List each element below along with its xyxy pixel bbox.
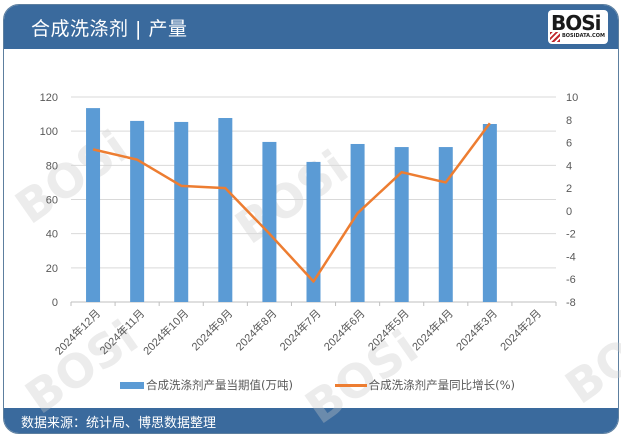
x-axis-label: 2024年3月 — [453, 306, 500, 353]
footer-bar: 数据来源：统计局、博思数据整理 — [4, 408, 618, 433]
right-axis-tick: -4 — [566, 251, 576, 263]
right-axis-tick: 6 — [566, 138, 572, 150]
legend-bar-label: 合成洗涤剂产量当期值(万吨) — [146, 378, 293, 392]
logo-stripe-icon — [550, 32, 560, 42]
right-axis-tick: -2 — [566, 229, 576, 241]
right-axis-tick: -8 — [566, 297, 576, 309]
bar — [438, 147, 453, 302]
logo-text: BOSi — [551, 11, 602, 35]
x-axis-label: 2024年4月 — [409, 306, 456, 353]
right-axis-tick: 4 — [566, 160, 572, 172]
right-axis-tick: 8 — [566, 115, 572, 127]
left-axis-tick: 120 — [40, 92, 58, 104]
left-axis-tick: 40 — [46, 229, 58, 241]
bar-swatch-icon — [120, 382, 144, 389]
x-axis-label: 2024年7月 — [277, 306, 324, 353]
x-axis-label: 2024年8月 — [232, 306, 279, 353]
legend-item-bar: 合成洗涤剂产量当期值(万吨) — [120, 377, 293, 393]
right-axis-tick: 10 — [566, 92, 578, 104]
left-axis-tick: 20 — [46, 263, 58, 275]
page-title: 合成洗涤剂 | 产量 — [31, 18, 188, 40]
bar — [262, 141, 277, 302]
x-axis-label: 2024年9月 — [188, 306, 235, 353]
bar — [86, 108, 101, 303]
chart-legend: 合成洗涤剂产量当期值(万吨) 合成洗涤剂产量同比增长(%) — [120, 377, 553, 393]
line-swatch-icon — [334, 384, 367, 387]
right-axis-tick: -6 — [566, 274, 576, 286]
left-axis-tick: 80 — [46, 160, 58, 172]
x-axis-label: 2024年10月 — [140, 306, 191, 357]
bar — [130, 120, 145, 303]
left-axis-tick: 60 — [46, 195, 58, 207]
x-axis-label: 2024年5月 — [365, 306, 412, 353]
right-axis-tick: 2 — [566, 183, 572, 195]
x-axis-label: 2024年11月 — [96, 306, 147, 357]
bar — [350, 143, 365, 302]
bar — [482, 123, 497, 302]
x-axis-label: 2024年6月 — [321, 306, 368, 353]
header-bar: 合成洗涤剂 | 产量 BOSi BOSIDATA.COM — [4, 5, 618, 49]
bar — [218, 118, 233, 302]
left-axis-tick: 0 — [52, 297, 58, 309]
x-axis-label: 2024年12月 — [52, 306, 103, 357]
chart-card: 合成洗涤剂 | 产量 BOSi BOSIDATA.COM 数据来源：统计局、博思… — [3, 4, 619, 434]
bar — [174, 121, 189, 302]
x-axis-label: 2024年2月 — [497, 306, 544, 353]
data-source: 数据来源：统计局、博思数据整理 — [21, 416, 217, 431]
growth-line — [92, 122, 491, 283]
logo-subtext: BOSIDATA.COM — [562, 33, 605, 39]
right-axis-tick: 0 — [566, 206, 572, 218]
legend-item-line: 合成洗涤剂产量同比增长(%) — [334, 377, 516, 393]
bosi-logo: BOSi BOSIDATA.COM — [548, 10, 608, 44]
bar — [306, 161, 321, 302]
left-axis-tick: 100 — [40, 126, 58, 138]
bar — [394, 147, 409, 302]
legend-line-label: 合成洗涤剂产量同比增长(%) — [368, 378, 516, 392]
